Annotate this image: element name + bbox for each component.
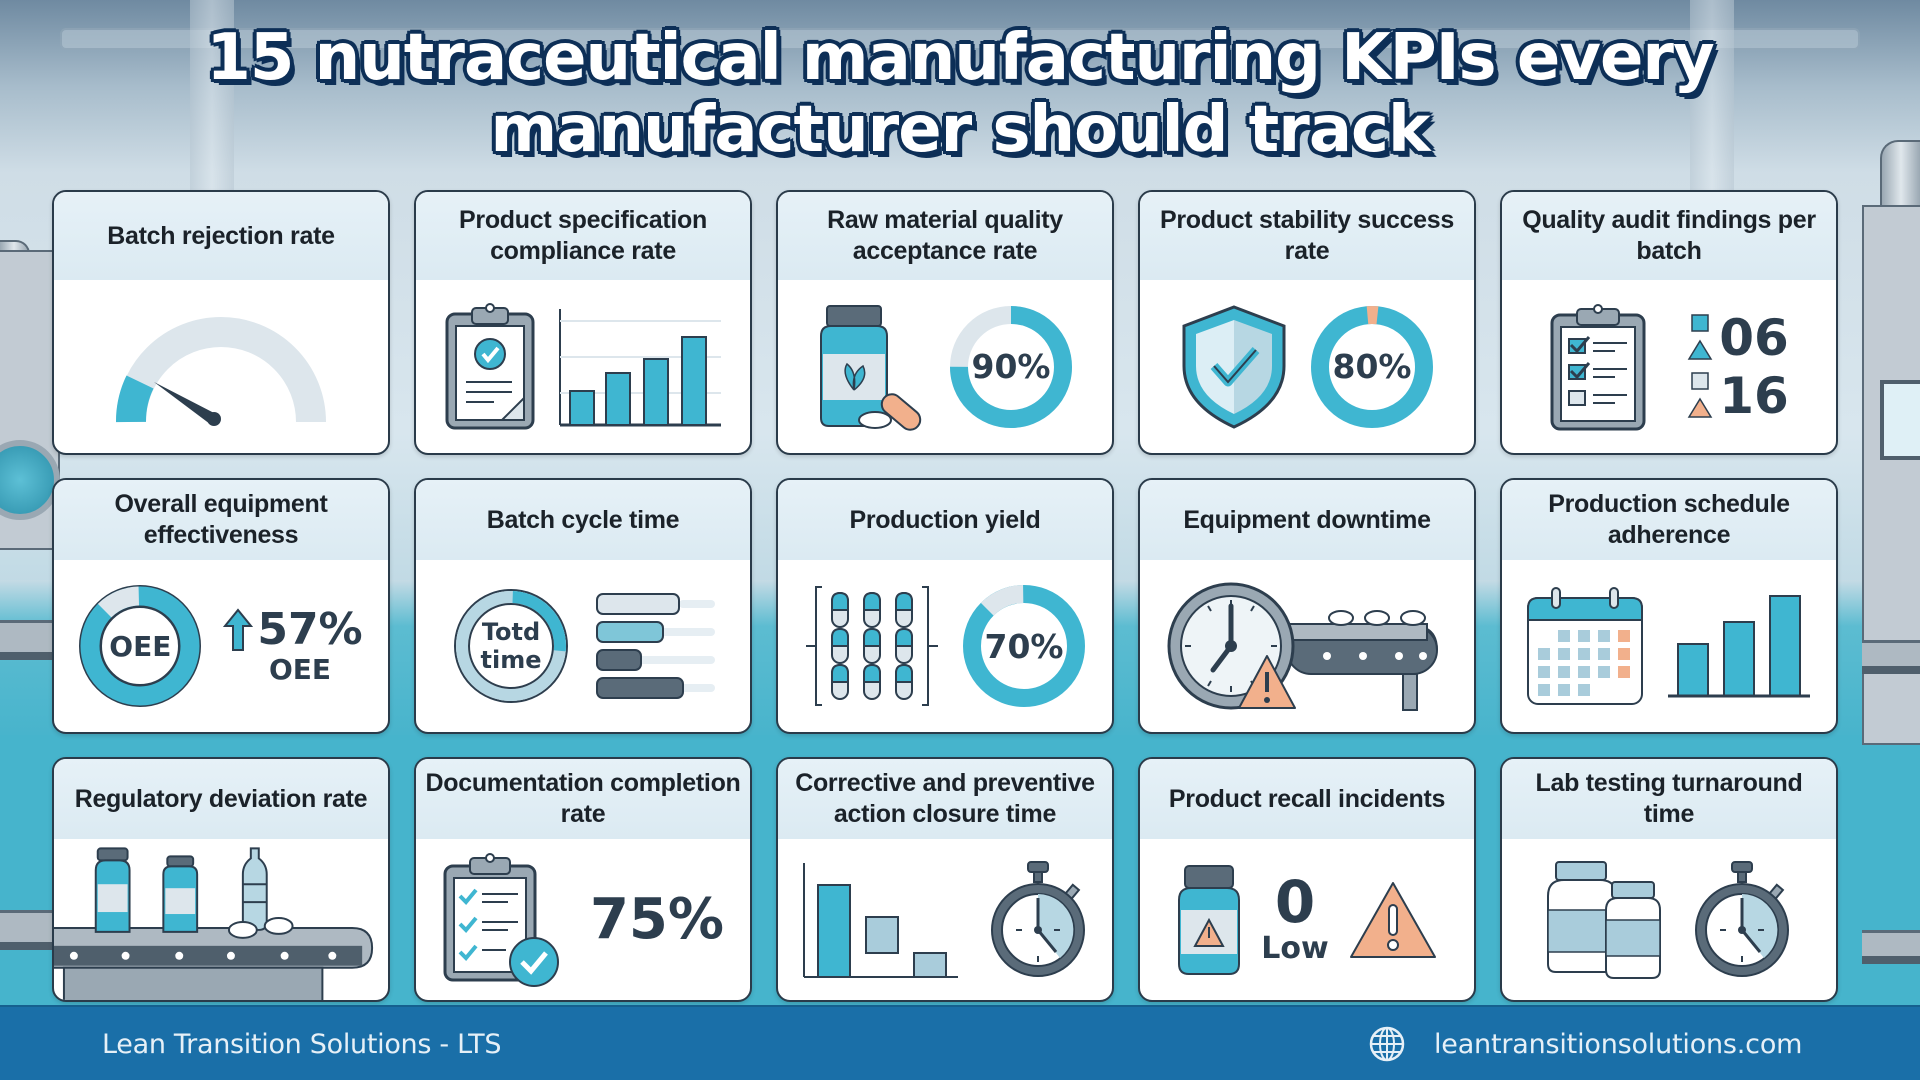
title-line-2: manufacturer should track — [490, 93, 1431, 167]
kpi-tile-batch-rejection-rate: Batch rejection rate — [52, 190, 390, 455]
kpi-tile-production-yield: Production yield — [776, 478, 1114, 734]
oee-donut: OEE — [79, 585, 202, 707]
kpi-tile-overall-equipment-effectiveness: Overall equipment effectiveness OEE 57% — [52, 478, 390, 734]
conveyor-left-lower — [0, 910, 60, 950]
conveyor-right-lower — [1862, 930, 1920, 964]
horizontal-bars-icon — [596, 593, 715, 699]
footer-website[interactable]: leantransitionsolutions.com — [1368, 1025, 1802, 1063]
shield-check-icon — [1182, 304, 1286, 429]
bottles-conveyor-icon — [54, 847, 374, 1000]
title-line-1: 15 nutraceutical manufacturing KPIs ever… — [206, 21, 1714, 95]
donut-chart-70: 70% — [962, 584, 1086, 708]
warning-bottle-icon — [1178, 864, 1241, 975]
clipboard-check-icon — [445, 302, 534, 429]
conveyor-left — [0, 620, 60, 660]
website-link[interactable]: leantransitionsolutions.com — [1434, 1028, 1803, 1060]
checklist-clipboard-icon — [1550, 303, 1646, 430]
kpi-tile-equipment-downtime: Equipment downtime — [1138, 478, 1476, 734]
calendar-icon — [1527, 587, 1643, 705]
donut-ring — [950, 305, 1072, 428]
kpi-tile-batch-cycle-time: Batch cycle time Totd time — [414, 478, 752, 734]
donut-ring — [79, 585, 202, 707]
oee-ring-label: OEE — [109, 629, 172, 663]
tile-title: Corrective and preventive action closure… — [778, 759, 1112, 839]
arrow-up-icon — [223, 607, 254, 651]
machine-right — [1862, 205, 1920, 745]
lab-bottles-icon — [1547, 860, 1661, 979]
donut-ring — [454, 589, 568, 703]
supplement-bottle-icon — [820, 304, 922, 431]
gray-square-peach-triangle-icon — [1687, 371, 1713, 418]
findings-value-minor: 16 — [1719, 366, 1789, 425]
donut-chart-90: 90% — [949, 305, 1073, 429]
pipe-left — [0, 240, 30, 360]
oee-value-block: 57% OEE — [223, 603, 363, 686]
machine-porthole — [0, 440, 60, 520]
tile-title: Documentation completion rate — [416, 759, 750, 839]
kpi-tile-product-recall-incidents: Product recall incidents 0 Low — [1138, 757, 1476, 1002]
findings-value-major: 06 — [1719, 308, 1789, 367]
declining-bar-chart-icon — [803, 862, 958, 978]
checklist-clipboard-icon — [443, 852, 559, 987]
kpi-tile-production-schedule-adherence: Production schedule adherence — [1500, 478, 1838, 734]
stopwatch-icon — [991, 860, 1085, 977]
kpi-value: 70% — [984, 626, 1064, 666]
donut-ring — [963, 585, 1085, 707]
kpi-sub-label: Low — [1261, 931, 1329, 966]
rising-bar-chart-icon — [1668, 595, 1810, 698]
tile-title: Equipment downtime — [1140, 480, 1474, 560]
footer-company-name: Lean Transition Solutions - LTS — [102, 1029, 502, 1060]
recall-value-block: 0 Low — [1261, 873, 1328, 966]
tile-title: Product stability success rate — [1140, 192, 1474, 280]
kpi-tile-documentation-completion-rate: Documentation completion rate 75% — [414, 757, 752, 1002]
page-title: 15 nutraceutical manufacturing KPIs ever… — [0, 22, 1920, 166]
ring-label-line-2: time — [480, 646, 542, 674]
audit-findings-values: 06 16 — [1687, 312, 1789, 422]
stopwatch-icon — [1695, 860, 1789, 977]
kpi-tile-capa-closure-time: Corrective and preventive action closure… — [776, 757, 1114, 1002]
kpi-sub-label: OEE — [268, 652, 332, 686]
rising-bar-chart-icon — [558, 308, 721, 426]
kpi-value: 80% — [1332, 347, 1412, 386]
conveyor-right — [1862, 640, 1920, 674]
clock-conveyor-warning-icon — [1167, 582, 1438, 711]
kpi-value: 90% — [971, 347, 1051, 386]
kpi-tile-product-stability: Product stability success rate 80% — [1138, 190, 1476, 455]
kpi-value: 0 — [1274, 868, 1316, 936]
tile-title: Regulatory deviation rate — [54, 759, 388, 839]
kpi-tile-lab-testing-turnaround: Lab testing turnaround time — [1500, 757, 1838, 1002]
tile-title: Lab testing turnaround time — [1502, 759, 1836, 839]
kpi-tile-product-specification-compliance: Product specification compliance rate — [414, 190, 752, 455]
kpi-tile-raw-material-acceptance: Raw material quality acceptance rate 90% — [776, 190, 1114, 455]
capsule-grid-icon — [806, 586, 938, 706]
ring-label-line-1: Totd — [481, 618, 541, 646]
tile-title: Production schedule adherence — [1502, 480, 1836, 560]
kpi-value: 75% — [589, 887, 725, 952]
footer-bar: Lean Transition Solutions - LTS leantran… — [0, 1005, 1920, 1080]
tile-title: Raw material quality acceptance rate — [778, 192, 1112, 280]
tile-title: Quality audit findings per batch — [1502, 192, 1836, 280]
tile-title: Overall equipment effectiveness — [54, 480, 388, 560]
tile-title: Product specification compliance rate — [416, 192, 750, 280]
tile-title: Production yield — [778, 480, 1112, 560]
tile-title: Batch cycle time — [416, 480, 750, 560]
teal-square-triangle-icon — [1687, 313, 1713, 360]
machine-left — [0, 250, 60, 550]
kpi-value: 57% — [257, 603, 363, 655]
tile-title: Batch rejection rate — [54, 192, 388, 280]
machine-screen — [1880, 380, 1920, 460]
globe-icon — [1369, 1026, 1405, 1062]
kpi-tile-quality-audit-findings: Quality audit findings per batch — [1500, 190, 1838, 455]
tile-title: Product recall incidents — [1140, 759, 1474, 839]
cycle-time-ring: Totd time — [449, 584, 573, 708]
gauge-icon — [116, 316, 326, 426]
kpi-grid: Batch rejection rate Product specificati… — [52, 190, 1863, 1003]
warning-triangle-icon — [1349, 881, 1436, 958]
donut-chart-80: 80% — [1310, 305, 1434, 429]
kpi-tile-regulatory-deviation-rate: Regulatory deviation rate — [52, 757, 390, 1002]
donut-ring — [1311, 305, 1433, 428]
